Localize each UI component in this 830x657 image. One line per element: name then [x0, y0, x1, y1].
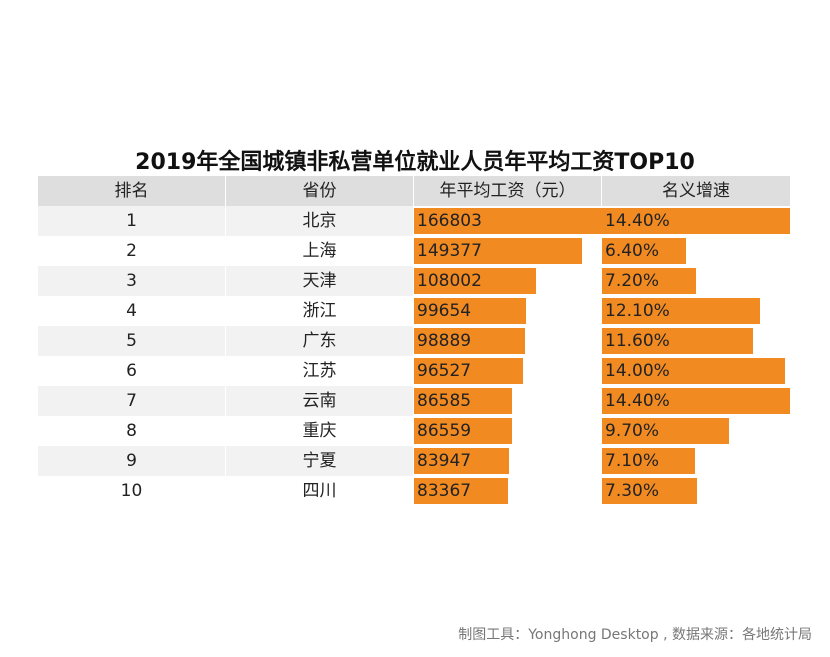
province-cell: 天津 — [226, 266, 414, 296]
rank-cell: 7 — [38, 386, 226, 416]
salary-cell: 86559 — [414, 416, 602, 446]
rank-cell: 1 — [38, 206, 226, 236]
salary-cell: 83947 — [414, 446, 602, 476]
salary-bar — [414, 238, 583, 264]
growth-cell: 7.20% — [602, 266, 790, 296]
growth-label: 6.40% — [605, 241, 660, 261]
growth-cell: 14.40% — [602, 206, 790, 236]
salary-bar — [414, 358, 523, 384]
province-cell: 北京 — [226, 206, 414, 236]
growth-bar — [602, 448, 695, 474]
salary-cell: 149377 — [414, 236, 602, 266]
growth-label: 14.00% — [605, 361, 670, 381]
province-cell: 四川 — [226, 476, 414, 506]
table-row: 1 北京 166803 14.40% — [38, 206, 790, 236]
salary-cell: 83367 — [414, 476, 602, 506]
growth-cell: 14.40% — [602, 386, 790, 416]
table-row: 10 四川 83367 7.30% — [38, 476, 790, 506]
growth-bar — [602, 328, 754, 354]
growth-cell: 9.70% — [602, 416, 790, 446]
growth-bar — [602, 358, 785, 384]
rank-cell: 9 — [38, 446, 226, 476]
salary-cell: 108002 — [414, 266, 602, 296]
province-cell: 江苏 — [226, 356, 414, 386]
salary-bar — [414, 448, 509, 474]
growth-cell: 7.30% — [602, 476, 790, 506]
growth-label: 7.20% — [605, 271, 660, 291]
table-row: 5 广东 98889 11.60% — [38, 326, 790, 356]
growth-bar — [602, 298, 760, 324]
salary-label: 149377 — [417, 241, 482, 261]
province-cell: 广东 — [226, 326, 414, 356]
column-header-growth: 名义增速 — [662, 181, 730, 201]
growth-label: 9.70% — [605, 421, 660, 441]
salary-bar — [414, 298, 527, 324]
rank-cell: 5 — [38, 326, 226, 356]
table-row: 2 上海 149377 6.40% — [38, 236, 790, 266]
table-row: 6 江苏 96527 14.00% — [38, 356, 790, 386]
salary-bar — [414, 328, 526, 354]
salary-cell: 166803 — [414, 206, 602, 236]
salary-cell: 99654 — [414, 296, 602, 326]
column-header-rank: 排名 — [38, 176, 226, 206]
growth-cell: 6.40% — [602, 236, 790, 266]
growth-label: 11.60% — [605, 331, 670, 351]
growth-cell: 12.10% — [602, 296, 790, 326]
growth-bar — [602, 388, 790, 414]
table-row: 8 重庆 86559 9.70% — [38, 416, 790, 446]
growth-cell: 14.00% — [602, 356, 790, 386]
province-cell: 云南 — [226, 386, 414, 416]
growth-cell: 11.60% — [602, 326, 790, 356]
table-header: 排名 省份 年平均工资（元） 名义增速 — [38, 176, 790, 206]
rank-cell: 6 — [38, 356, 226, 386]
salary-label: 86585 — [417, 391, 472, 411]
rank-cell: 10 — [38, 476, 226, 506]
table-row: 4 浙江 99654 12.10% — [38, 296, 790, 326]
salary-label: 99654 — [417, 301, 472, 321]
growth-bar — [602, 208, 790, 234]
growth-label: 14.40% — [605, 211, 670, 231]
data-table: 排名 省份 年平均工资（元） 名义增速 1 北京 166803 14.40% 2 上海 14… — [38, 176, 790, 506]
province-cell: 浙江 — [226, 296, 414, 326]
growth-cell: 7.10% — [602, 446, 790, 476]
table-row: 3 天津 108002 7.20% — [38, 266, 790, 296]
growth-label: 12.10% — [605, 301, 670, 321]
source-footer: 制图工具：Yonghong Desktop , 数据来源：各地统计局 — [458, 627, 812, 643]
table-row: 7 云南 86585 14.40% — [38, 386, 790, 416]
salary-label: 96527 — [417, 361, 472, 381]
table-row: 9 宁夏 83947 7.10% — [38, 446, 790, 476]
salary-bar — [414, 208, 602, 234]
growth-bar — [602, 268, 696, 294]
salary-bar — [414, 418, 512, 444]
growth-bar — [602, 418, 729, 444]
rank-cell: 3 — [38, 266, 226, 296]
salary-bar — [414, 478, 508, 504]
rank-cell: 8 — [38, 416, 226, 446]
growth-label: 7.30% — [605, 481, 660, 501]
salary-cell: 96527 — [414, 356, 602, 386]
province-cell: 宁夏 — [226, 446, 414, 476]
rank-cell: 2 — [38, 236, 226, 266]
province-cell: 上海 — [226, 236, 414, 266]
growth-bar — [602, 238, 686, 264]
column-header-province: 省份 — [226, 176, 414, 206]
growth-bar — [602, 478, 698, 504]
salary-label: 98889 — [417, 331, 472, 351]
table-body: 1 北京 166803 14.40% 2 上海 149377 6.40% 3 天津 108002 7.… — [38, 206, 790, 506]
growth-label: 14.40% — [605, 391, 670, 411]
salary-label: 86559 — [417, 421, 472, 441]
salary-label: 83367 — [417, 481, 472, 501]
chart-title: 2019年全国城镇非私营单位就业人员年平均工资TOP10 — [135, 150, 695, 175]
salary-label: 108002 — [417, 271, 482, 291]
salary-bar — [414, 268, 536, 294]
salary-label: 166803 — [417, 211, 482, 231]
salary-cell: 86585 — [414, 386, 602, 416]
column-header-salary: 年平均工资（元） — [414, 176, 602, 206]
province-cell: 重庆 — [226, 416, 414, 446]
salary-label: 83947 — [417, 451, 472, 471]
rank-cell: 4 — [38, 296, 226, 326]
growth-label: 7.10% — [605, 451, 660, 471]
salary-bar — [414, 388, 512, 414]
salary-cell: 98889 — [414, 326, 602, 356]
